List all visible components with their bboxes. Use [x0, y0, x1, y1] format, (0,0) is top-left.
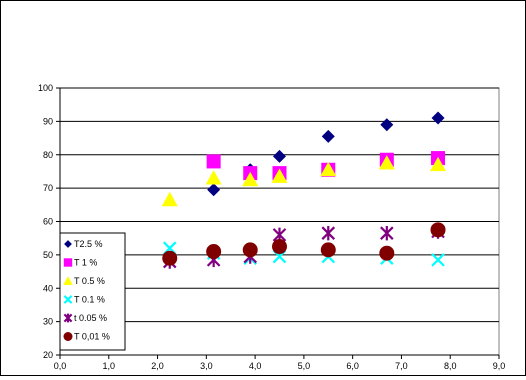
data-point-series-3	[320, 161, 337, 177]
data-point-series-1	[273, 149, 286, 163]
data-point-series-3	[161, 191, 178, 207]
x-tick-label: 3,0	[200, 361, 213, 371]
legend-label: T2.5 %	[74, 239, 103, 249]
x-tick-label: 9,0	[493, 361, 506, 371]
x-axis-tick-labels: 0,0 1,0 2,0 3,0 4,0 5,0 6,0 7,0 8,0 9,0	[54, 361, 506, 371]
x-tick-label: 1,0	[103, 361, 116, 371]
data-point-series-1	[431, 111, 445, 125]
data-points	[161, 111, 447, 269]
data-point-series-3	[430, 156, 447, 172]
legend-label: T 0,01 %	[74, 332, 110, 342]
data-point-series-2	[206, 154, 221, 169]
data-point-series-3	[205, 170, 222, 185]
legend: T2.5 % T 1 % T 0.5 % T 0.1 % t 0.05 % T 0,01 …	[59, 232, 126, 351]
x-tick-label: 5,0	[298, 361, 311, 371]
legend-marker-3	[63, 276, 73, 285]
legend-box	[59, 232, 126, 351]
y-tick-label: 40	[43, 283, 53, 293]
x-tick-label: 0,0	[54, 361, 67, 371]
legend-marker-6	[63, 332, 73, 341]
legend-label: t 0.05 %	[74, 313, 107, 323]
data-point-series-1	[207, 183, 221, 197]
x-tick-label: 4,0	[249, 361, 262, 371]
x-tick-label: 2,0	[151, 361, 164, 371]
y-tick-label: 100	[38, 83, 53, 93]
data-point-series-1	[321, 129, 335, 143]
data-point-series-5	[380, 225, 394, 241]
y-tick-label: 50	[43, 250, 53, 260]
y-tick-label: 80	[43, 150, 53, 160]
legend-label: T 0.5 %	[74, 276, 105, 286]
legend-marker-5	[63, 313, 73, 323]
y-tick-label: 70	[43, 183, 53, 193]
legend-label: T 0.1 %	[74, 295, 105, 305]
data-point-series-6	[320, 242, 336, 258]
data-point-series-3	[242, 171, 259, 187]
data-point-series-4	[431, 253, 445, 267]
data-point-series-6	[430, 222, 446, 238]
y-tick-label: 60	[43, 217, 53, 227]
data-point-series-3	[378, 155, 395, 170]
y-tick-label: 20	[43, 350, 53, 360]
data-point-series-6	[206, 244, 222, 260]
data-point-series-5	[321, 225, 336, 241]
legend-marker-2	[63, 258, 73, 267]
legend-marker-1	[64, 240, 72, 248]
data-point-series-6	[379, 245, 395, 261]
y-axis-tick-labels: 20 30 40 50 60 70 80 90 100	[38, 83, 53, 360]
data-point-series-6	[272, 239, 287, 255]
y-tick-label: 30	[43, 317, 53, 327]
y-tick-label: 90	[43, 116, 53, 126]
x-tick-label: 7,0	[395, 361, 408, 371]
data-point-series-6	[162, 250, 178, 266]
data-point-series-1	[380, 118, 394, 132]
data-point-series-3	[271, 168, 288, 183]
legend-marker-4	[63, 295, 73, 304]
data-point-series-6	[242, 242, 258, 258]
legend-label: T 1 %	[74, 258, 97, 268]
axes	[56, 87, 500, 359]
x-tick-label: 6,0	[346, 361, 359, 371]
x-tick-label: 8,0	[444, 361, 457, 371]
